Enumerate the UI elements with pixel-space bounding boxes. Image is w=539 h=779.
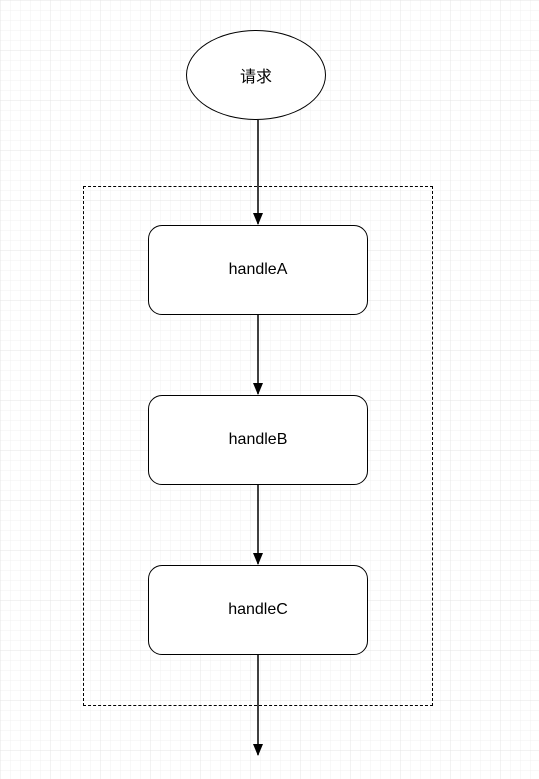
request-node: 请求 xyxy=(186,30,326,120)
handle-c-label: handleC xyxy=(228,601,288,619)
handle-b-node: handleB xyxy=(148,395,368,485)
flowchart-diagram: 请求 handleA handleB handleC xyxy=(0,0,539,779)
handle-a-label: handleA xyxy=(229,261,288,279)
handle-c-node: handleC xyxy=(148,565,368,655)
handle-b-label: handleB xyxy=(229,431,288,449)
request-label: 请求 xyxy=(240,63,272,87)
handle-a-node: handleA xyxy=(148,225,368,315)
